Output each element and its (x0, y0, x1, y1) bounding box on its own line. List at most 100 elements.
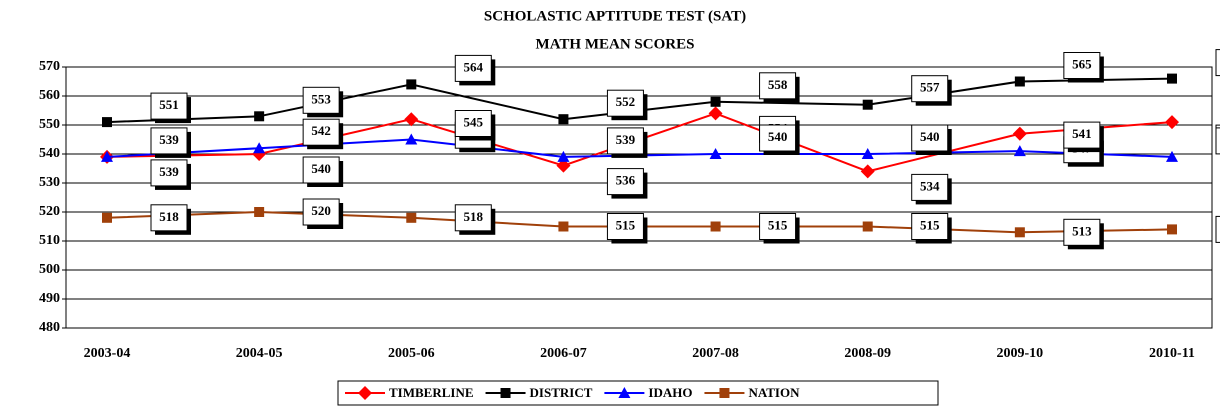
data-label: 539 (159, 132, 179, 147)
legend-box (337, 380, 939, 406)
x-tick-label: 2008-09 (844, 346, 891, 361)
marker (710, 96, 721, 107)
label-box (454, 110, 492, 137)
label-box (759, 72, 797, 100)
marker (708, 106, 723, 121)
legend-label: DISTRICT (530, 385, 593, 400)
chart-subtitle: MATH MEAN SCORES (536, 36, 695, 52)
marker (558, 221, 569, 232)
x-tick-label: 2005-06 (388, 346, 435, 361)
label-box (1215, 127, 1220, 155)
y-tick-label: 490 (39, 291, 60, 306)
marker (102, 117, 112, 128)
label-box (454, 204, 492, 232)
y-tick-label: 480 (39, 320, 60, 335)
label-box (150, 204, 188, 232)
data-label: 539 (616, 132, 636, 147)
label-box (454, 54, 492, 82)
y-tick-label: 500 (39, 262, 60, 277)
data-label: 551 (159, 97, 179, 112)
marker (500, 388, 511, 398)
label-box (302, 86, 340, 114)
marker (406, 79, 417, 90)
marker (1167, 224, 1177, 235)
data-label: 553 (311, 91, 331, 106)
label-box (302, 118, 340, 146)
marker (558, 114, 569, 125)
data-label: 542 (311, 123, 331, 138)
label-box (1215, 215, 1220, 243)
data-label: 518 (464, 209, 484, 224)
data-label: 536 (616, 173, 636, 188)
data-label: 541 (1072, 126, 1092, 141)
marker (1013, 145, 1026, 157)
marker (254, 111, 265, 122)
marker (1165, 115, 1179, 130)
marker (1167, 73, 1177, 84)
label-box (911, 173, 949, 201)
x-tick-label: 2009-10 (997, 346, 1044, 361)
chart-title: SCHOLASTIC APTITUDE TEST (SAT) (484, 8, 746, 24)
data-label: 540 (768, 129, 788, 144)
data-label: 540 (920, 129, 940, 144)
y-tick-label: 560 (39, 88, 60, 103)
label-box (606, 89, 644, 117)
marker (406, 212, 417, 223)
marker (860, 164, 875, 179)
label-box (606, 127, 644, 155)
marker (556, 158, 571, 173)
data-label: 513 (1072, 223, 1092, 238)
label-box (1063, 52, 1101, 79)
legend: TIMBERLINE DISTRICT IDAHO NATION (337, 380, 939, 406)
marker (1166, 150, 1178, 162)
marker (862, 99, 873, 110)
marker (618, 387, 631, 398)
label-box (606, 168, 644, 196)
marker (1014, 227, 1025, 238)
label-box (1215, 49, 1220, 77)
marker (101, 150, 113, 162)
label-box (150, 127, 188, 155)
label-box (911, 124, 949, 152)
label-box (150, 159, 188, 187)
label-box (606, 213, 644, 240)
data-label: 558 (768, 77, 788, 92)
legend-label: NATION (748, 385, 800, 400)
data-label: 515 (616, 217, 636, 232)
marker (862, 221, 873, 232)
data-label: 540 (311, 161, 331, 176)
data-label: 515 (920, 217, 940, 232)
y-tick-label: 530 (39, 175, 60, 190)
marker (253, 142, 266, 154)
x-tick-label: 2006-07 (540, 346, 587, 361)
marker (358, 386, 372, 400)
data-label: 520 (311, 203, 331, 218)
marker (710, 221, 721, 232)
y-tick-label: 510 (39, 233, 60, 248)
legend-label: IDAHO (648, 385, 692, 400)
data-label: 518 (159, 209, 179, 224)
y-tick-label: 550 (39, 117, 60, 132)
data-label: 515 (768, 217, 788, 232)
marker (557, 150, 570, 162)
data-label: 534 (920, 178, 940, 193)
data-label: 545 (464, 114, 484, 129)
marker (1012, 126, 1027, 141)
x-tick-label: 2010-11 (1149, 346, 1195, 361)
label-box (150, 92, 188, 120)
data-label: 539 (159, 164, 179, 179)
y-tick-label: 540 (39, 146, 60, 161)
label-box (302, 156, 340, 184)
marker (102, 212, 112, 223)
marker (861, 148, 874, 159)
label-box (911, 213, 949, 240)
x-tick-label: 2007-08 (692, 346, 739, 361)
data-label: 557 (920, 80, 940, 95)
label-box (1063, 121, 1101, 149)
data-label: 552 (616, 94, 636, 109)
x-tick-label: 2003-04 (84, 346, 131, 361)
legend-label: TIMBERLINE (389, 385, 474, 400)
marker (254, 207, 265, 217)
marker (719, 388, 730, 398)
